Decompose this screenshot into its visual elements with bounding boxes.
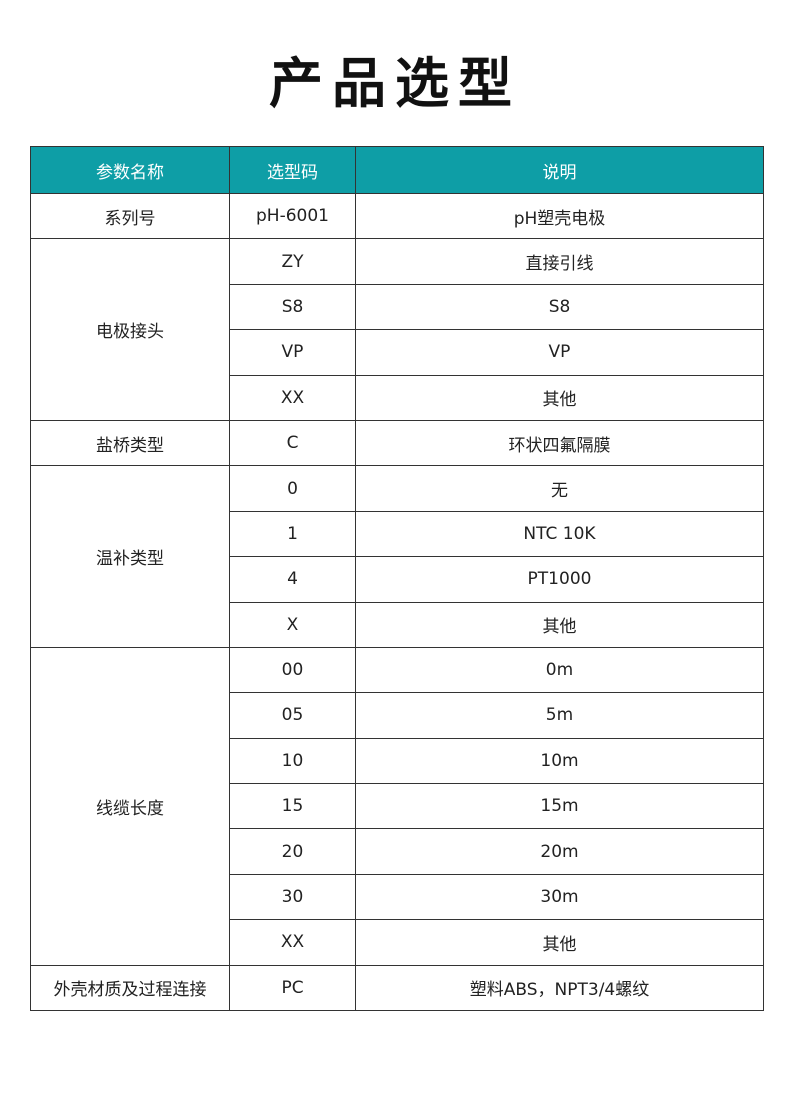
description-cell: 其他 — [355, 601, 764, 648]
param-name-cell: 外壳材质及过程连接 — [30, 964, 230, 1012]
code-cell: 05 — [229, 692, 356, 739]
description-cell: 15m — [355, 783, 764, 830]
code-cell: VP — [229, 329, 356, 376]
code-cell: 1 — [229, 510, 356, 558]
code-cell: 4 — [229, 556, 356, 603]
description-cell: 30m — [355, 873, 764, 921]
description-cell: 环状四氟隔膜 — [355, 419, 764, 467]
description-cell: PT1000 — [355, 556, 764, 603]
param-name-cell: 电极接头 — [30, 238, 230, 421]
table-row: 10 10m — [31, 737, 764, 785]
header-param-name: 参数名称 — [30, 146, 230, 194]
param-name-cell: 盐桥类型 — [30, 419, 230, 467]
param-name-cell: 线缆长度 — [30, 646, 230, 966]
code-cell: pH-6001 — [229, 192, 356, 240]
code-cell: 15 — [229, 783, 356, 830]
table-row: 电极接头 ZY 直接引线 — [30, 238, 764, 421]
code-cell: 20 — [229, 828, 356, 875]
code-cell: 00 — [229, 646, 356, 694]
table-row: S8 S8 — [31, 283, 764, 331]
table-row: 30 30m — [31, 873, 764, 921]
description-cell: NTC 10K — [355, 510, 764, 558]
table-row: 系列号 pH-6001 pH塑壳电极 — [30, 192, 764, 240]
description-cell: 20m — [355, 828, 764, 875]
description-cell: 0m — [355, 646, 764, 694]
table-row: XX 其他 — [31, 374, 764, 421]
table-row: 1 NTC 10K — [31, 510, 764, 558]
header-code: 选型码 — [229, 146, 356, 194]
code-cell: XX — [229, 919, 356, 966]
table-header-row: 参数名称 选型码 说明 — [30, 146, 764, 194]
table-row: 4 PT1000 — [31, 556, 764, 603]
table-row: VP VP — [31, 329, 764, 376]
description-cell: VP — [355, 329, 764, 376]
table-row: XX 其他 — [31, 919, 764, 966]
description-cell: 其他 — [355, 374, 764, 421]
table-row: 盐桥类型 C 环状四氟隔膜 — [30, 419, 764, 467]
description-cell: 无 — [355, 465, 764, 512]
code-cell: XX — [229, 374, 356, 421]
table-row: 05 5m — [31, 692, 764, 739]
code-cell: 30 — [229, 873, 356, 921]
table-row: 外壳材质及过程连接 PC 塑料ABS，NPT3/4螺纹 — [30, 964, 764, 1012]
description-cell: 10m — [355, 737, 764, 785]
description-cell: pH塑壳电极 — [355, 192, 764, 240]
code-cell: 10 — [229, 737, 356, 785]
param-name-cell: 系列号 — [30, 192, 230, 240]
code-cell: 0 — [229, 465, 356, 512]
code-cell: X — [229, 601, 356, 648]
code-cell: C — [229, 419, 356, 467]
description-cell: 其他 — [355, 919, 764, 966]
page-title: 产品选型 — [269, 52, 521, 115]
code-cell: ZY — [229, 238, 356, 285]
param-name-cell: 温补类型 — [30, 465, 230, 648]
table-row: 线缆长度 00 0m — [30, 646, 764, 966]
code-cell: PC — [229, 964, 356, 1012]
code-cell: S8 — [229, 283, 356, 331]
header-description: 说明 — [355, 146, 764, 194]
product-selection-table: 参数名称 选型码 说明 系列号 pH-6001 pH塑壳电极 电极接头 ZY 直接引线 S8… — [30, 146, 764, 1012]
table-row: 15 15m — [31, 783, 764, 830]
description-cell: S8 — [355, 283, 764, 331]
description-cell: 塑料ABS，NPT3/4螺纹 — [355, 964, 764, 1012]
table-row: 温补类型 0 无 — [30, 465, 764, 648]
table-row: X 其他 — [31, 601, 764, 648]
description-cell: 5m — [355, 692, 764, 739]
description-cell: 直接引线 — [355, 238, 764, 285]
